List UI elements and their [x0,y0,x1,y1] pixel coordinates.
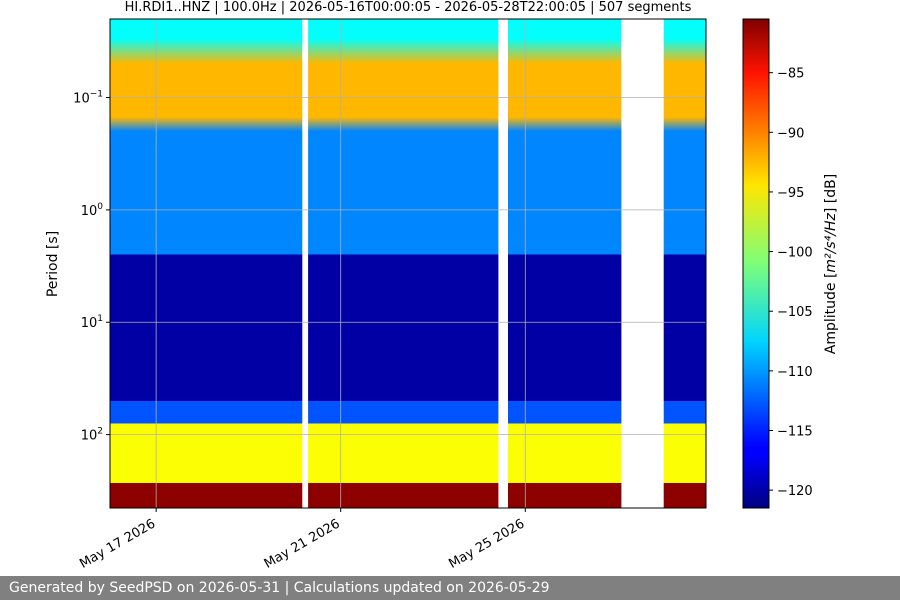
colorbar-tick-label: −90 [777,126,804,141]
x-tick-label: May 17 2026 [77,516,158,571]
plot-area [109,18,707,509]
colorbar-tick-label: −105 [777,305,813,320]
colorbar-tick-label: −115 [777,424,813,439]
y-tick-base: 10 [81,316,98,331]
plot-frame [109,18,707,509]
y-tick-base: 10 [73,92,90,107]
grid-lines [110,19,706,508]
colorbar-tick-label: −110 [777,365,813,380]
y-tick-label: 100 [81,202,104,219]
colorbar-frame [742,18,770,509]
colorbar-gradient [743,19,769,508]
spectrogram [110,19,706,508]
y-tick-exponent: −1 [90,90,103,100]
y-axis-label: Period [s] [45,231,61,297]
data-gaps [302,19,664,508]
colorbar-label-pre: Amplitude [ [823,273,839,355]
y-tick-label: 102 [81,427,103,444]
data-gap [498,19,508,508]
chart-title: HI.RDI1..HNZ | 100.0Hz | 2026-05-16T00:0… [125,0,692,15]
x-axis: May 17 2026 May 21 2026 May 25 2026 [77,508,527,572]
colorbar-tick-label: −100 [777,246,813,261]
data-gap [621,19,664,508]
x-tick-label: May 25 2026 [446,516,527,571]
colorbar: −85 −90 −95 −100 −105 −110 −115 −120 Amplitude … [742,18,839,509]
colorbar-ticks: −85 −90 −95 −100 −105 −110 −115 −120 [769,67,813,499]
y-tick-base: 10 [81,204,98,219]
colorbar-label-post: ] [dB] [823,174,839,213]
x-tick-label: May 21 2026 [262,516,343,571]
y-tick-base: 10 [81,429,98,444]
y-tick-exponent: 2 [97,427,103,437]
y-tick-label: 101 [81,314,103,331]
footer-bar: Generated by SeedPSD on 2026-05-31 | Cal… [0,576,900,600]
footer-text: Generated by SeedPSD on 2026-05-31 | Cal… [9,580,550,596]
colorbar-tick-label: −85 [777,67,804,82]
colorbar-tick-label: −95 [777,186,804,201]
colorbar-tick-label: −120 [777,484,813,499]
y-tick-exponent: 0 [97,202,103,212]
y-tick-exponent: 1 [97,314,103,324]
colorbar-label: Amplitude [m²/s⁴/Hz] [dB] [823,174,839,354]
colorbar-label-math: m²/s⁴/Hz [823,212,839,272]
y-tick-label: 10−1 [73,90,103,107]
data-gap [302,19,309,508]
